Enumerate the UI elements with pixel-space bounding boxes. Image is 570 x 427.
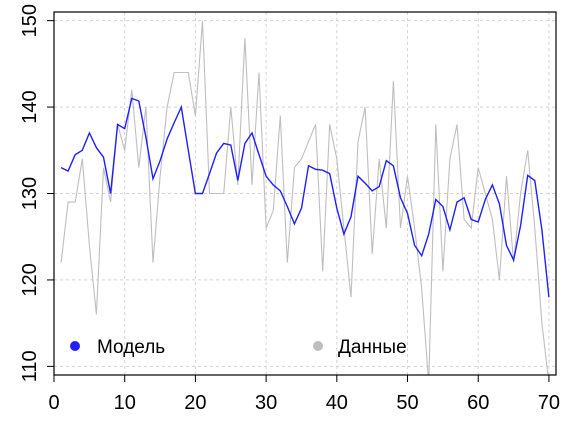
x-tick-label: 60 — [467, 392, 489, 414]
y-tick-label: 140 — [19, 90, 41, 123]
y-axis: 110 120 130 140 150 — [19, 4, 54, 382]
x-tick-label: 50 — [396, 392, 418, 414]
y-tick-label: 150 — [19, 4, 41, 37]
x-tick-label: 0 — [48, 392, 59, 414]
series-line-data — [60, 20, 549, 375]
legend-label-model: Модель — [97, 337, 165, 358]
x-tick-label: 30 — [255, 392, 277, 414]
legend-label-data: Данные — [338, 337, 407, 358]
x-axis: 0 10 20 30 40 50 60 70 — [48, 375, 560, 414]
legend-marker-data — [313, 341, 323, 351]
grid — [53, 12, 556, 375]
legend-marker-model — [70, 341, 80, 351]
legend: Модель Данные — [70, 337, 407, 358]
series-layer — [60, 20, 550, 375]
series-line-model — [60, 97, 550, 298]
x-tick-label: 20 — [184, 392, 206, 414]
x-tick-label: 70 — [538, 392, 560, 414]
y-tick-label: 110 — [19, 350, 41, 382]
y-tick-label: 130 — [19, 177, 41, 210]
x-tick-label: 10 — [114, 392, 136, 414]
x-tick-label: 40 — [326, 392, 348, 414]
y-tick-label: 120 — [19, 263, 41, 296]
